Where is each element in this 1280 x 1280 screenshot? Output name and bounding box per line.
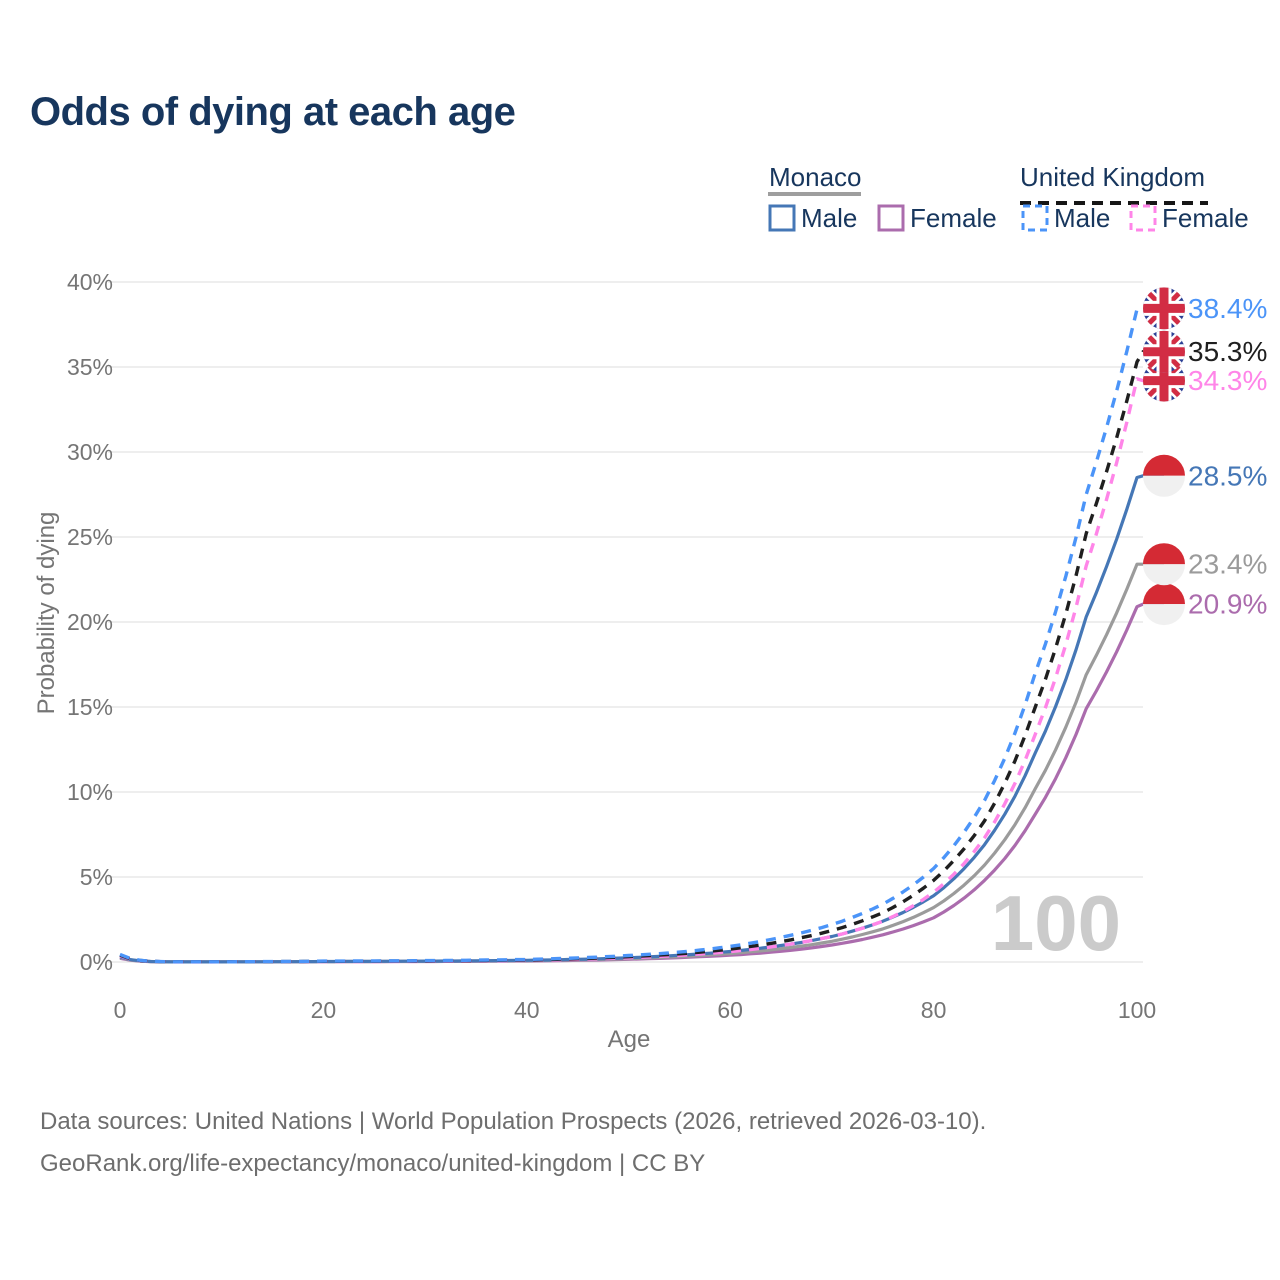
y-tick-label: 5% [80,864,113,890]
dashed-line-icon [1020,201,1208,205]
y-tick-label: 35% [67,354,113,380]
series-end-value-monaco_both: 23.4% [1188,549,1267,580]
series-end-value-uk_both: 35.3% [1188,336,1267,367]
y-tick-label: 30% [67,439,113,465]
series-end-value-uk_female: 34.3% [1188,365,1267,396]
dashed-square-outline-icon [1021,204,1049,232]
footer-data-sources: Data sources: United Nations | World Pop… [40,1108,987,1135]
series-line-uk_both[interactable] [119,350,1164,964]
page-title: Odds of dying at each age [30,90,516,134]
legend-label-uk-male[interactable]: Male [1054,203,1111,233]
legend-group-monaco[interactable]: Monaco [769,162,862,192]
series-line-monaco_female[interactable] [119,602,1164,964]
x-axis-title: Age [607,1026,651,1053]
y-tick-label: 10% [67,779,113,805]
legend-swatch-uk-male[interactable] [1021,204,1049,232]
square-outline-icon [768,204,796,232]
series-line-monaco_both[interactable] [119,562,1164,964]
legend-swatch-uk-female[interactable] [1129,204,1157,232]
x-tick-label: 80 [921,997,947,1023]
x-tick-label: 20 [311,997,337,1023]
uk-flag-icon [1143,330,1185,373]
footer-attribution-link[interactable]: GeoRank.org/life-expectancy/monaco/unite… [40,1150,706,1177]
legend-group-united-kingdom[interactable]: United Kingdom [1020,162,1205,192]
series-line-monaco_male[interactable] [119,474,1164,964]
series-line-uk_male[interactable] [119,306,1164,964]
x-tick-label: 0 [114,997,127,1023]
legend-label-monaco-male[interactable]: Male [801,203,858,233]
series-end-value-monaco_female: 20.9% [1188,589,1267,620]
series-line-uk_female[interactable] [119,377,1164,964]
y-tick-label: 0% [80,949,113,975]
square-outline-icon [877,204,905,232]
y-tick-label: 15% [67,694,113,720]
monaco-flag-icon [1143,583,1185,626]
age-watermark: 100 [990,879,1121,967]
legend-label-uk-female[interactable]: Female [1162,203,1249,233]
legend-swatch-monaco-female[interactable] [877,204,905,232]
y-tick-label: 25% [67,524,113,550]
legend-swatch-monaco-male[interactable] [768,204,796,232]
x-tick-label: 40 [514,997,540,1023]
legend-underline-uk-dashed-line [1020,192,1208,210]
series-end-value-uk_male: 38.4% [1188,293,1267,324]
y-tick-label: 20% [67,609,113,635]
uk-flag-icon [1143,287,1185,330]
y-tick-label: 40% [67,269,113,295]
x-tick-label: 60 [717,997,743,1023]
legend-label-monaco-female[interactable]: Female [910,203,997,233]
monaco-flag-icon [1143,454,1185,497]
dashed-square-outline-icon [1129,204,1157,232]
series-end-value-monaco_male: 28.5% [1188,460,1267,491]
monaco-flag-icon [1143,543,1185,586]
x-tick-label: 100 [1118,997,1156,1023]
legend-underline-monaco-solid-line [768,192,861,196]
